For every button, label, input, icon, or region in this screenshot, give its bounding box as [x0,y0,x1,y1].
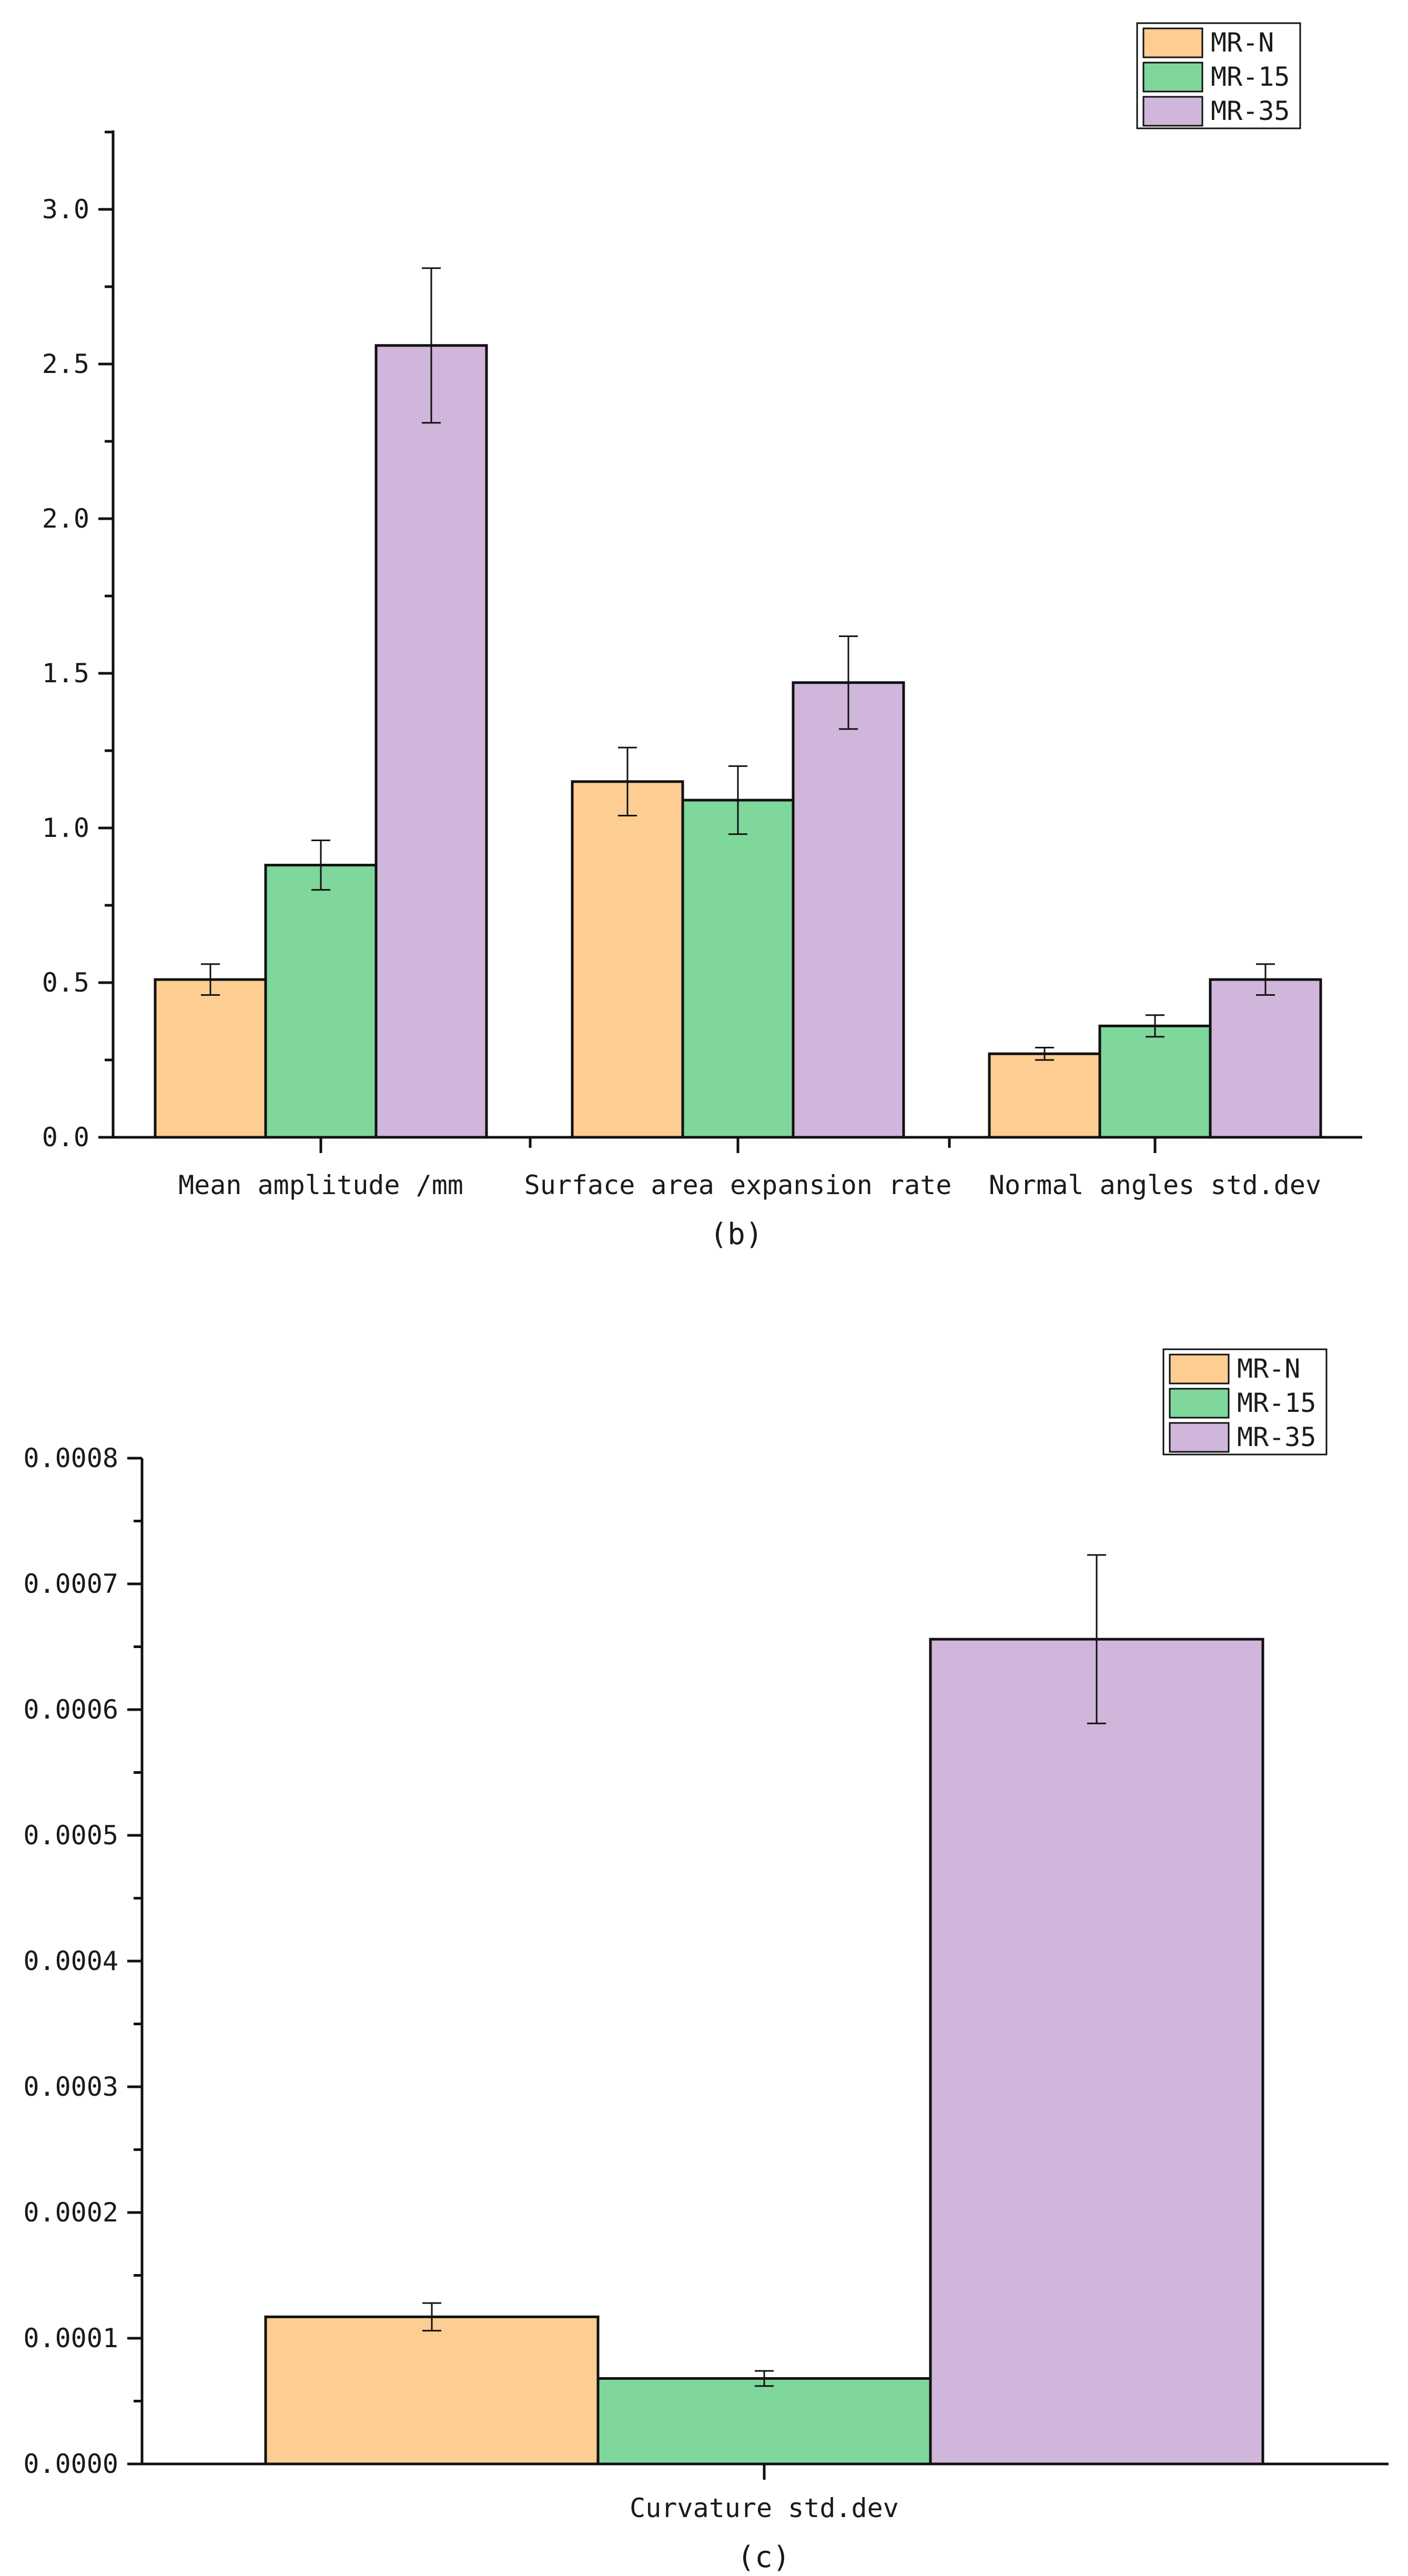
legend-swatch [1142,96,1203,127]
y-tick-label: 0.5 [42,967,89,998]
bar-mr-35 [929,1638,1264,2466]
bar-mr-35 [374,344,488,1139]
legend-swatch [1169,1353,1230,1385]
legend-label: MR-35 [1237,1422,1316,1452]
x-category-label: Curvature std.dev [630,2493,899,2523]
y-tick-label: 0.0005 [23,1820,118,1851]
legend-label: MR-15 [1211,62,1290,92]
bar-mr-15 [596,2377,932,2466]
legend-swatch [1142,27,1203,58]
legend-label: MR-N [1211,27,1274,58]
y-tick-label: 0.0007 [23,1569,118,1599]
y-tick-label: 0.0 [42,1122,89,1153]
y-tick-label: 0.0008 [23,1443,118,1473]
y-tick-label: 0.0002 [23,2197,118,2228]
y-tick-label: 0.0004 [23,1946,118,1976]
y-tick-label: 0.0000 [23,2449,118,2479]
panel-label: (c) [737,2540,790,2573]
bar-mr-15 [264,864,378,1139]
bar-mr-15 [1098,1024,1212,1139]
x-category-label: Mean amplitude /mm [178,1170,463,1200]
y-tick-label: 0.0006 [23,1694,118,1725]
legend-label: MR-15 [1237,1388,1316,1418]
y-tick-label: 2.5 [42,349,89,379]
bar-mr-n [571,780,684,1139]
y-tick-label: 2.0 [42,503,89,534]
legend-swatch [1169,1388,1230,1419]
legend-label: MR-N [1237,1353,1300,1384]
bar-mr-35 [792,681,905,1139]
bar-mr-15 [681,799,795,1139]
bar-mr-n [154,978,267,1139]
legend-swatch [1169,1422,1230,1453]
x-category-label: Surface area expansion rate [524,1170,952,1200]
legend-swatch [1142,62,1203,93]
x-category-label: Normal angles std.dev [989,1170,1321,1200]
bar-mr-35 [1209,978,1322,1139]
bar-mr-n [988,1052,1101,1139]
bar-mr-n [264,2315,600,2466]
panel-label: (b) [710,1217,763,1251]
y-tick-label: 1.5 [42,658,89,689]
y-tick-label: 1.0 [42,813,89,843]
y-tick-label: 3.0 [42,194,89,225]
y-tick-label: 0.0003 [23,2072,118,2102]
y-tick-label: 0.0001 [23,2323,118,2353]
legend-label: MR-35 [1211,96,1290,126]
